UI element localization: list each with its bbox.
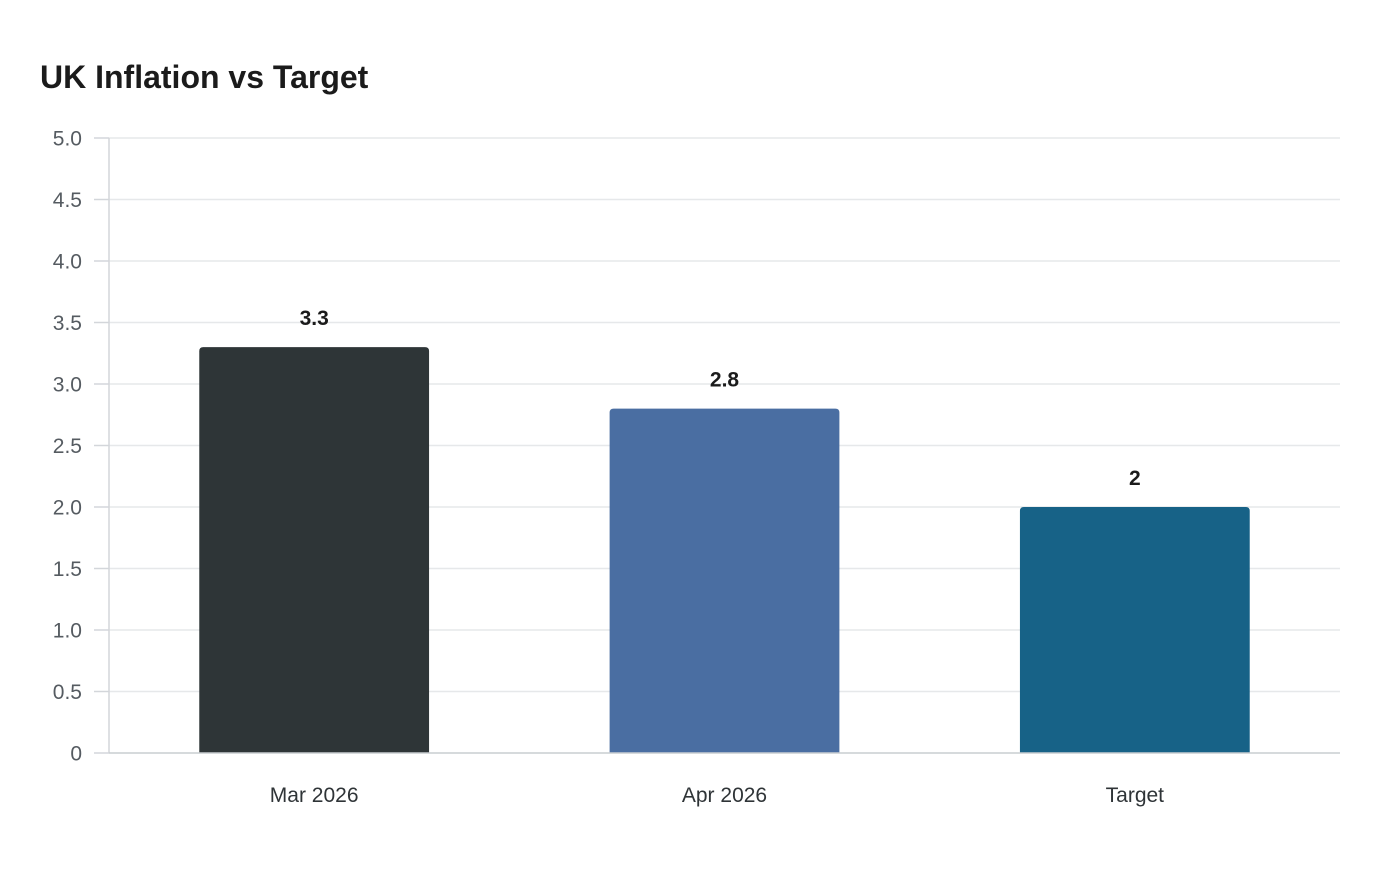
data-label: 2: [1129, 467, 1141, 490]
y-tick-label: 4.0: [53, 251, 82, 274]
y-tick-label: 2.5: [53, 435, 82, 458]
x-tick-label: Apr 2026: [682, 784, 767, 807]
x-axis: Mar 2026 Apr 2026 Target: [109, 752, 1340, 807]
bar-apr-2026: [609, 408, 840, 753]
x-tick-label: Mar 2026: [270, 784, 359, 807]
y-tick-label: 1.0: [53, 620, 82, 643]
y-tick-label: 1.5: [53, 558, 82, 581]
y-tick-label: 0: [70, 743, 82, 766]
bars: [199, 347, 1250, 753]
y-tick-label: 4.5: [53, 189, 82, 212]
x-tick-label: Target: [1106, 784, 1165, 807]
data-labels: 3.3 2.8 2: [300, 307, 1141, 490]
data-label: 2.8: [710, 369, 740, 392]
y-axis: 0 0.5 1.0 1.5 2.0 2.5 3.0 3.5 4.0 4.5 5.0: [53, 128, 110, 766]
y-tick-label: 5.0: [53, 128, 82, 151]
y-tick-label: 0.5: [53, 681, 82, 704]
y-tick-label: 3.0: [53, 374, 82, 397]
chart-title: UK Inflation vs Target: [40, 59, 369, 95]
y-tick-label: 3.5: [53, 312, 82, 335]
bar-target: [1019, 507, 1250, 753]
bar-mar-2026: [199, 347, 430, 753]
data-label: 3.3: [300, 307, 329, 330]
y-tick-label: 2.0: [53, 497, 82, 520]
